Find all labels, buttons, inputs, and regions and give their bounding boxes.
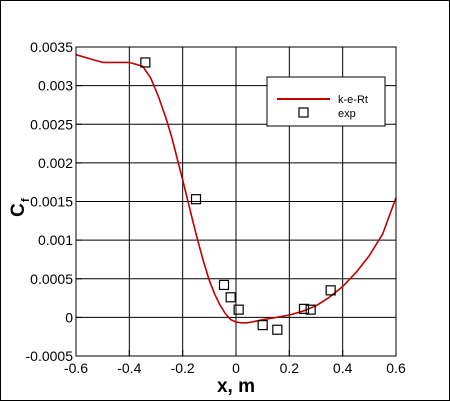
legend-label-line: k-e-Rt (338, 94, 368, 106)
y-tick-label: 0.0025 (30, 116, 73, 132)
x-tick-label: -0.2 (171, 360, 195, 376)
y-tick-label: 0.002 (38, 155, 73, 171)
y-axis-title: C f (8, 198, 32, 217)
y-tick-label: 0.0015 (30, 194, 73, 210)
data-point-exp (325, 285, 336, 296)
legend-label-marker: exp (338, 108, 356, 120)
data-point-exp (218, 279, 230, 291)
x-tick-label: 0.2 (280, 360, 300, 376)
y-tick-label: 0.0005 (30, 271, 73, 287)
data-point-exp (257, 320, 268, 331)
x-tick-label: -0.4 (117, 360, 141, 376)
x-tick-label: -0.6 (64, 360, 88, 376)
y-tick-label: 0.001 (38, 232, 73, 248)
legend-marker-swatch (298, 107, 309, 118)
tick-labels-layer: -0.6 -0.4 -0.2 0 0.2 0.4 0.6 -0.0005 0 0.0005 0.00… (26, 39, 406, 376)
x-tick-label: 0.6 (386, 360, 406, 376)
data-point-exp (190, 194, 202, 205)
y-tick-label: 0 (65, 309, 73, 325)
y-axis-title-sub: f (20, 198, 32, 202)
y-axis-title-main: C (8, 203, 29, 217)
series-line-k-e-Rt (75, 53, 397, 324)
x-tick-label: 0 (232, 360, 240, 376)
ticks-layer (75, 46, 397, 357)
x-tick-label: 0.4 (333, 360, 353, 376)
y-tick-label: 0.0035 (30, 39, 73, 55)
series-layer (75, 53, 397, 335)
legend: k-e-Rt exp (266, 76, 386, 127)
data-point-exp (140, 57, 151, 68)
data-point-exp (298, 303, 310, 314)
legend-box (266, 76, 386, 127)
data-point-exp (305, 304, 316, 315)
data-point-exp (233, 304, 244, 315)
y-tick-label: 0.003 (38, 78, 73, 94)
y-tick-label: -0.0005 (26, 348, 74, 364)
data-point-exp (272, 324, 283, 335)
x-axis-title: x, m (217, 376, 255, 397)
data-point-exp (225, 292, 236, 303)
